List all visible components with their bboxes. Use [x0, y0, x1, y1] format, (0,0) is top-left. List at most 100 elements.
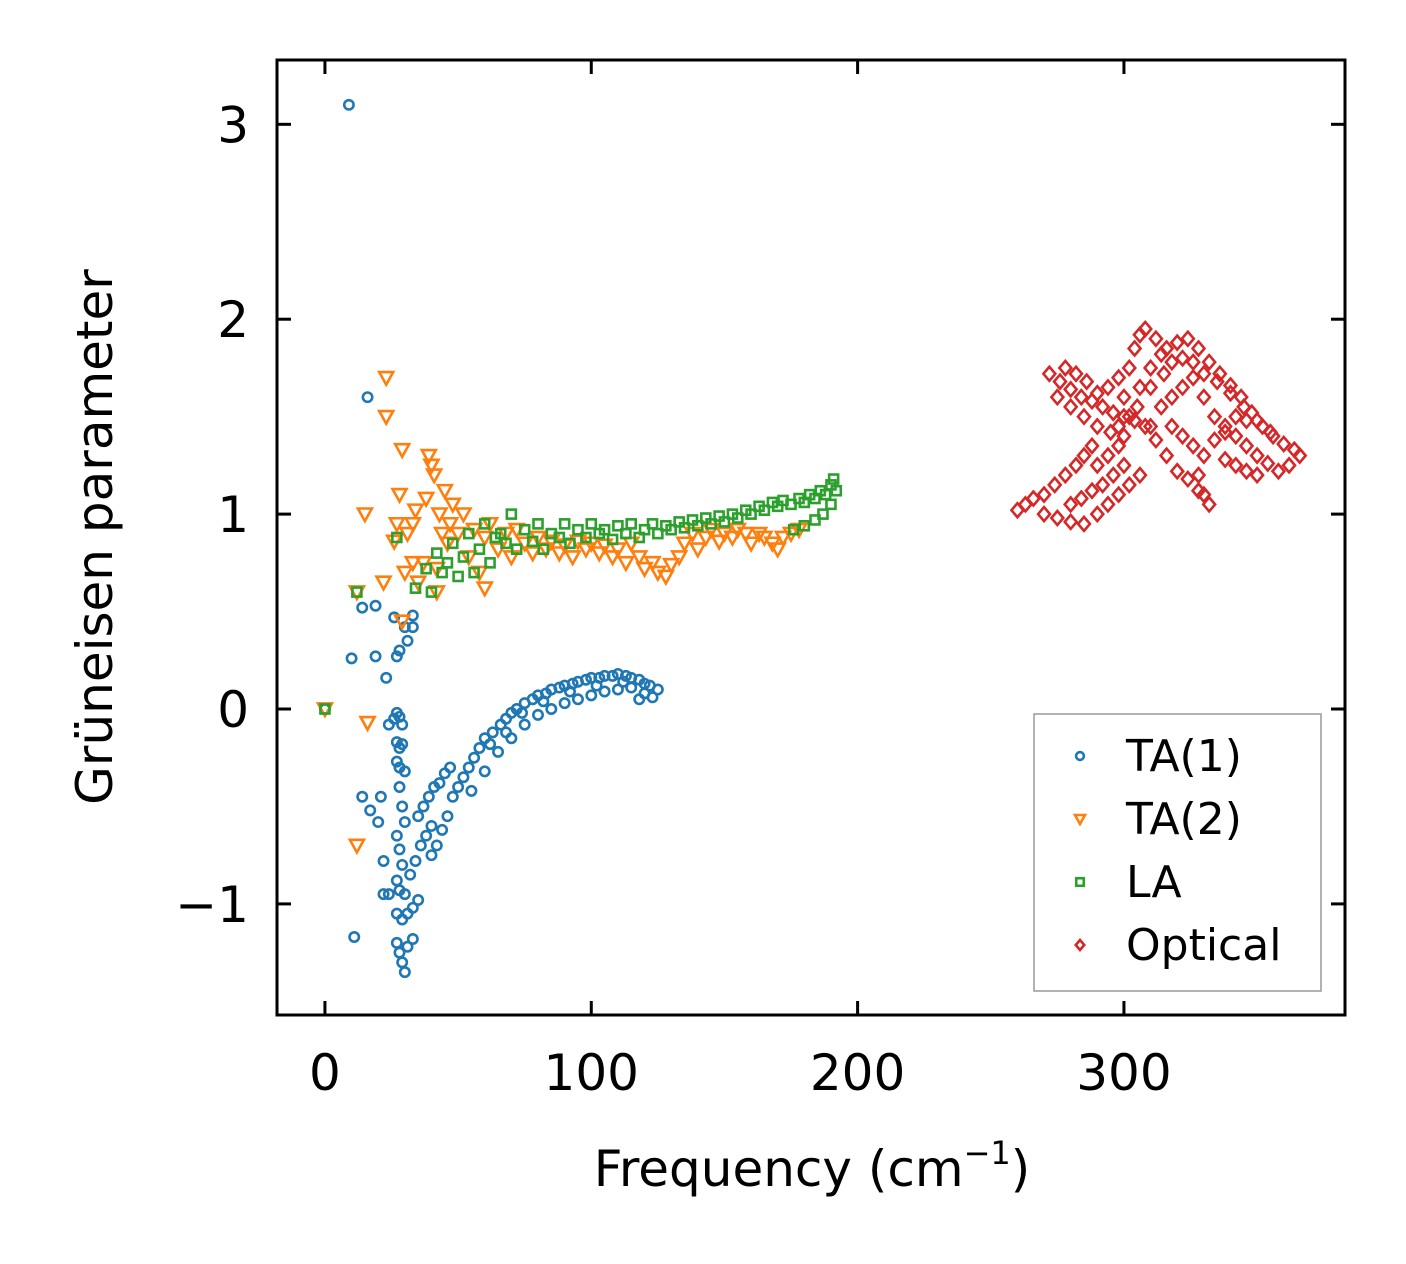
data-point-ta-2	[749, 526, 769, 544]
data-point-optical	[1281, 456, 1297, 475]
data-point-ta-2	[390, 487, 409, 505]
data-point-optical	[1100, 495, 1116, 514]
data-point-ta-2	[576, 542, 596, 559]
data-point-ta-1	[558, 697, 571, 710]
data-point-ta-2	[630, 550, 649, 567]
data-point-ta-2	[427, 561, 447, 579]
data-point-ta-2	[422, 458, 441, 476]
legend-marker-la	[1074, 876, 1086, 888]
x-axis-title-close: )	[1011, 1140, 1031, 1198]
data-point-ta-2	[696, 530, 716, 548]
data-point-optical	[1156, 364, 1172, 383]
data-point-la	[827, 473, 840, 485]
data-point-optical	[1228, 407, 1244, 426]
data-point-la	[553, 531, 566, 544]
data-point-ta-2	[475, 581, 494, 598]
data-point-la	[817, 508, 829, 520]
data-point-optical	[1262, 423, 1279, 442]
data-point-ta-1	[348, 931, 361, 944]
data-point-optical	[1057, 358, 1074, 377]
data-point-ta-2	[454, 507, 473, 524]
data-point-ta-1	[425, 819, 438, 832]
data-point-optical	[1142, 358, 1159, 377]
data-point-ta-1	[545, 703, 558, 715]
data-point-ta-1	[598, 669, 611, 682]
x-tick-label: 0	[309, 1044, 341, 1102]
data-point-ta-1	[401, 940, 414, 953]
data-point-ta-1	[462, 761, 475, 774]
data-point-ta-1	[414, 839, 427, 852]
axes-frame	[275, 58, 1347, 1017]
data-point-optical	[1228, 427, 1244, 446]
data-point-optical	[1073, 388, 1089, 407]
data-point-optical	[1025, 489, 1042, 508]
data-point-ta-1	[611, 683, 624, 696]
data-point-la	[473, 543, 486, 555]
data-point-ta-1	[406, 901, 419, 914]
data-point-la	[558, 518, 571, 530]
data-point-ta-1	[436, 823, 449, 836]
data-point-ta-2	[430, 507, 449, 524]
data-point-optical	[1036, 485, 1052, 504]
data-point-ta-2	[741, 536, 761, 554]
data-point-ta-1	[374, 790, 387, 803]
data-point-optical	[1153, 397, 1169, 416]
data-point-la	[484, 557, 496, 569]
data-point-optical	[1121, 358, 1137, 377]
data-point-optical	[1116, 407, 1132, 426]
data-point-ta-2	[395, 565, 415, 583]
data-point-ta-1	[433, 777, 446, 790]
data-point-optical	[1110, 436, 1127, 455]
data-point-optical	[1196, 364, 1212, 383]
data-point-la	[652, 527, 664, 540]
data-point-ta-2	[661, 557, 681, 575]
data-point-optical	[1169, 333, 1185, 352]
data-point-ta-1	[364, 804, 377, 817]
data-point-ta-1	[486, 726, 499, 739]
data-point-la	[705, 518, 717, 530]
data-point-la	[457, 551, 470, 563]
data-point-ta-1	[420, 829, 433, 842]
data-point-ta-1	[425, 849, 438, 862]
data-point-ta-1	[563, 685, 576, 698]
data-point-ta-2	[595, 538, 614, 555]
data-point-optical	[1068, 364, 1084, 383]
data-point-optical	[1121, 475, 1137, 494]
data-point-optical	[1209, 372, 1225, 391]
data-point-ta-2	[768, 542, 787, 559]
data-point-ta-1	[342, 98, 355, 111]
data-point-optical	[1084, 436, 1100, 455]
data-point-optical	[1265, 427, 1281, 446]
data-point-optical	[1196, 446, 1212, 465]
legend-label-optical: Optical	[1126, 920, 1281, 971]
data-point-optical	[1110, 485, 1127, 504]
data-point-ta-1	[356, 601, 369, 614]
data-point-ta-1	[390, 736, 403, 749]
data-point-ta-1	[377, 855, 390, 868]
data-point-ta-1	[532, 708, 544, 721]
data-point-optical	[1174, 427, 1191, 446]
data-point-optical	[1137, 417, 1153, 436]
data-point-optical	[1174, 378, 1191, 397]
data-point-la	[809, 514, 821, 526]
data-point-optical	[1076, 407, 1092, 426]
data-point-ta-2	[669, 550, 689, 567]
data-point-ta-2	[419, 448, 439, 466]
x-tick-label: 300	[1076, 1044, 1171, 1102]
data-point-ta-2	[443, 497, 462, 515]
x-axis-title-superscript: −1	[964, 1134, 1011, 1172]
data-point-ta-2	[773, 530, 793, 548]
data-point-ta-2	[464, 522, 484, 540]
data-point-la	[638, 523, 651, 536]
data-point-optical	[1148, 329, 1164, 348]
data-point-ta-2	[440, 516, 460, 534]
y-tick-label: 0	[217, 681, 249, 739]
data-point-la	[785, 498, 797, 511]
data-point-optical	[1158, 446, 1175, 465]
data-point-ta-1	[398, 765, 411, 778]
data-point-optical	[1212, 364, 1228, 383]
data-point-optical	[1217, 417, 1233, 436]
data-point-optical	[1228, 456, 1244, 475]
data-point-ta-1	[537, 695, 550, 708]
